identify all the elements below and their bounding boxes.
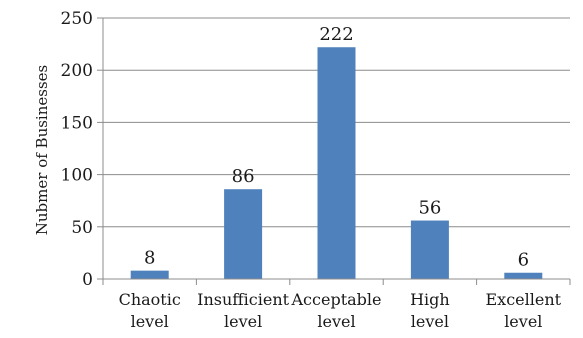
bar [317,47,356,280]
bar [224,189,263,279]
data-label: 222 [319,24,353,45]
y-axis-title: Nubmer of Businesses [33,65,51,235]
y-tick-label: 200 [61,61,93,81]
y-tick-label: 100 [61,166,93,186]
bar [130,270,169,279]
x-tick-label: Excellent level [486,290,562,331]
data-label: 6 [518,250,529,271]
x-tick-label: Acceptable level [291,290,382,331]
data-label: 56 [418,198,441,219]
x-tick-label: Insufficient level [197,290,289,331]
y-tick-label: 150 [61,113,93,133]
bar [504,272,543,279]
x-tick-label: Chaotic level [119,290,181,331]
y-tick-label: 0 [82,270,93,290]
y-axis: 0 50 100 150 200 250 [61,9,104,290]
y-tick-label: 50 [71,218,93,238]
bar [410,220,449,279]
data-label: 86 [232,166,255,187]
y-tick-label: 250 [61,9,93,29]
x-tick-label: High level [410,290,450,331]
bars: 8 86 222 56 6 [130,24,543,280]
data-label: 8 [144,248,155,269]
